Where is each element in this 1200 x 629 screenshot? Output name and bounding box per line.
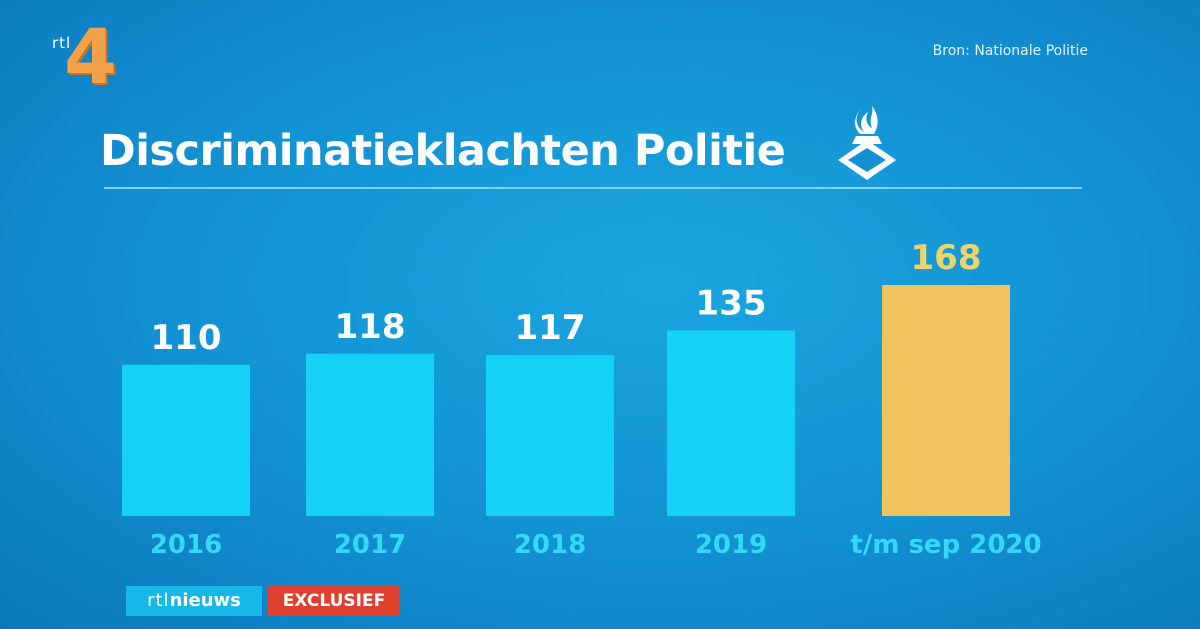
police-emblem-icon	[838, 106, 896, 180]
value-label-3: 135	[696, 283, 767, 323]
category-label-0: 2016	[150, 530, 222, 560]
news-prefix: rtl	[147, 590, 170, 611]
category-label-3: 2019	[695, 530, 767, 560]
value-label-0: 110	[151, 318, 222, 358]
value-label-2: 117	[515, 308, 586, 348]
title-divider	[104, 187, 1082, 189]
bar-0	[122, 364, 250, 516]
bar-2	[486, 355, 614, 516]
bar-4	[882, 285, 1010, 516]
rtl-nieuws-badge: rtlnieuws	[126, 586, 262, 616]
logo-prefix: rtl	[52, 34, 72, 52]
bar-3	[667, 330, 795, 516]
category-label-4: t/m sep 2020	[850, 530, 1041, 560]
value-label-4: 168	[911, 238, 982, 278]
rtl4-logo: rtl 4	[52, 12, 122, 101]
exclusive-badge: EXCLUSIEF	[268, 586, 400, 616]
value-label-1: 118	[335, 307, 406, 347]
source-text: Bron: Nationale Politie	[932, 43, 1088, 59]
chart-title: Discriminatieklachten Politie	[100, 126, 786, 176]
category-label-1: 2017	[334, 530, 406, 560]
news-suffix: nieuws	[169, 590, 241, 611]
bar-1	[306, 353, 434, 516]
logo-number: 4	[64, 12, 117, 101]
category-label-2: 2018	[514, 530, 586, 560]
